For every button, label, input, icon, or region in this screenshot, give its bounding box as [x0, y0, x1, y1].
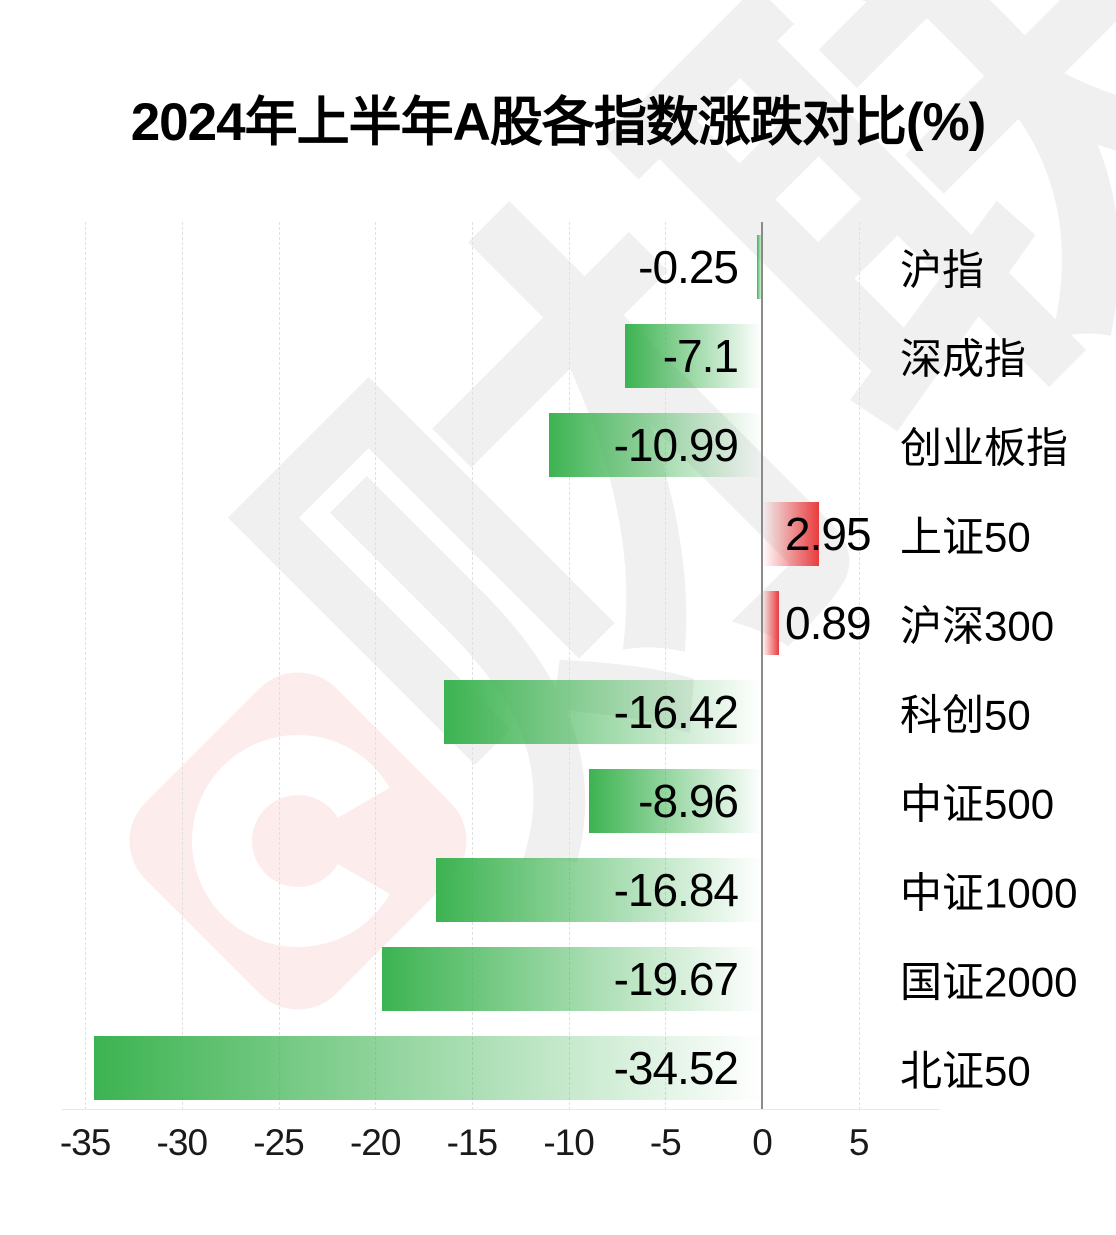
bar-value-label: -10.99: [613, 418, 739, 471]
category-label: 创业板指: [900, 424, 1069, 471]
grid-line: [181, 222, 183, 1110]
bar-value-label: -19.67: [613, 952, 739, 1005]
x-tick-label: -10: [543, 1122, 594, 1163]
bar: [94, 1035, 762, 1100]
bar-value-label: -8.96: [638, 774, 739, 827]
bar-value-label: 2.95: [785, 507, 872, 560]
zero-axis-line: [761, 222, 763, 1110]
bar: [381, 946, 762, 1011]
grid-line: [665, 222, 667, 1110]
bar: [436, 857, 762, 922]
x-axis-line: [62, 1109, 940, 1110]
x-tick-label: 5: [848, 1122, 870, 1163]
category-label: 深成指: [900, 335, 1027, 382]
category-label: 科创50: [900, 691, 1031, 738]
grid-line: [568, 222, 570, 1110]
logo-c-icon: [192, 735, 404, 947]
x-tick-label: -30: [156, 1122, 208, 1163]
grid-line: [278, 222, 280, 1110]
chart-title: 2024年上半年A股各指数涨跌对比(%): [130, 93, 987, 152]
bar: [762, 501, 820, 566]
x-tick-label: -5: [649, 1122, 682, 1163]
bar-value-label: -16.84: [613, 863, 739, 916]
grid-line: [375, 222, 377, 1110]
bar-value-label: 0.89: [785, 596, 872, 649]
bar: [444, 679, 762, 744]
category-label: 北证50: [900, 1047, 1031, 1094]
bar: [757, 234, 762, 299]
bar-value-label: -0.25: [638, 240, 739, 293]
category-label: 沪指: [900, 246, 985, 293]
x-tick-label: 0: [752, 1122, 773, 1163]
bar: [624, 323, 762, 388]
bar-value-label: -34.52: [613, 1041, 739, 1094]
bar: [549, 412, 762, 477]
bar: [588, 768, 762, 833]
x-tick-label: -35: [59, 1122, 111, 1163]
category-label: 沪深300: [900, 602, 1055, 649]
bar: [762, 590, 780, 655]
category-label: 国证2000: [900, 958, 1078, 1005]
grid-line: [85, 222, 87, 1110]
category-label: 上证50: [900, 513, 1031, 560]
bar-value-label: -7.1: [662, 329, 739, 382]
category-label: 中证500: [900, 780, 1055, 827]
x-tick-label: -25: [253, 1122, 304, 1163]
category-label: 中证1000: [900, 869, 1078, 916]
x-tick-label: -15: [446, 1122, 498, 1163]
grid-line: [858, 222, 860, 1110]
bar-value-label: -16.42: [613, 685, 739, 738]
grid-line: [471, 222, 473, 1110]
x-tick-label: -20: [349, 1122, 401, 1163]
